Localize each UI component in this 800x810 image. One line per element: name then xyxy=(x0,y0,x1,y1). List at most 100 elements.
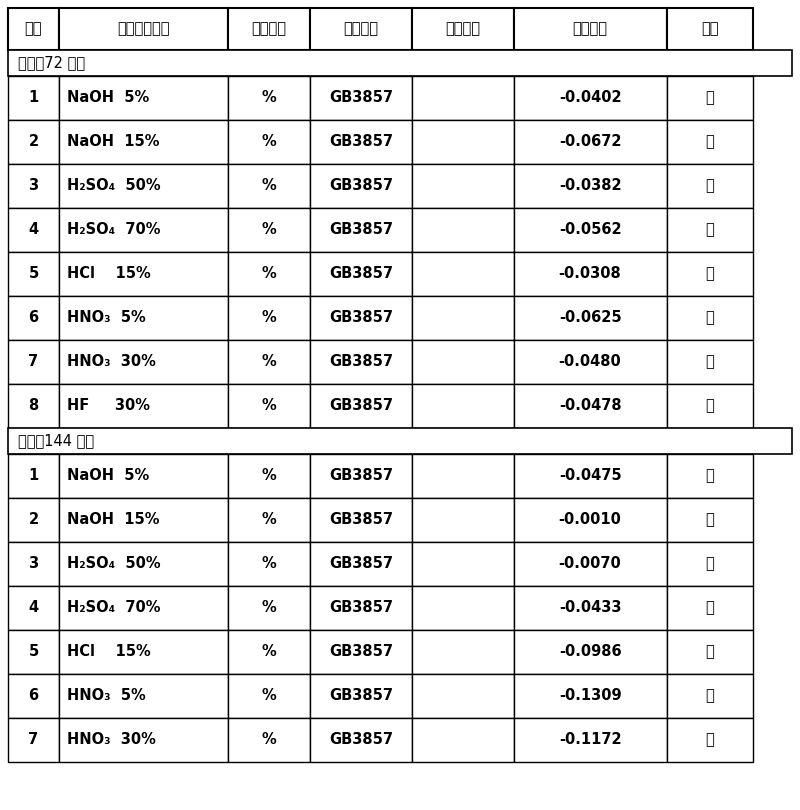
Bar xyxy=(412,498,514,542)
Text: GB3857: GB3857 xyxy=(329,556,393,572)
Bar xyxy=(412,340,514,384)
Text: 優: 優 xyxy=(706,556,714,572)
Text: %: % xyxy=(262,399,276,413)
Bar xyxy=(59,8,227,50)
Bar xyxy=(666,718,753,762)
Text: 结果: 结果 xyxy=(701,22,718,36)
Bar xyxy=(310,8,412,50)
Bar xyxy=(59,296,227,340)
Bar xyxy=(59,120,227,164)
Text: -0.0382: -0.0382 xyxy=(559,178,622,194)
Bar xyxy=(514,208,666,252)
Text: 優: 優 xyxy=(706,134,714,150)
Text: 優: 優 xyxy=(706,266,714,282)
Text: GB3857: GB3857 xyxy=(329,513,393,527)
Bar xyxy=(514,718,666,762)
Bar xyxy=(227,208,310,252)
Bar xyxy=(227,296,310,340)
Bar xyxy=(8,674,59,718)
Bar xyxy=(227,252,310,296)
Bar xyxy=(8,498,59,542)
Text: 優: 優 xyxy=(706,645,714,659)
Bar xyxy=(666,8,753,50)
Bar xyxy=(666,296,753,340)
Bar xyxy=(59,252,227,296)
Bar xyxy=(227,718,310,762)
Text: 1: 1 xyxy=(28,468,38,484)
Bar xyxy=(310,586,412,630)
Bar xyxy=(310,674,412,718)
Text: %: % xyxy=(262,732,276,748)
Bar xyxy=(227,164,310,208)
Text: -0.0562: -0.0562 xyxy=(559,223,622,237)
Bar xyxy=(8,542,59,586)
Bar xyxy=(412,252,514,296)
Bar xyxy=(227,120,310,164)
Bar xyxy=(227,630,310,674)
Bar xyxy=(59,208,227,252)
Bar xyxy=(310,164,412,208)
Bar xyxy=(8,384,59,428)
Text: HNO₃  30%: HNO₃ 30% xyxy=(67,355,156,369)
Bar xyxy=(310,454,412,498)
Text: -0.0480: -0.0480 xyxy=(558,355,622,369)
Text: 7: 7 xyxy=(29,355,38,369)
Bar xyxy=(59,498,227,542)
Bar xyxy=(666,164,753,208)
Text: 7: 7 xyxy=(29,732,38,748)
Text: NaOH  5%: NaOH 5% xyxy=(67,468,150,484)
Text: H₂SO₄  70%: H₂SO₄ 70% xyxy=(67,223,161,237)
Text: %: % xyxy=(262,468,276,484)
Text: 计量单位: 计量单位 xyxy=(251,22,286,36)
Text: 優: 優 xyxy=(706,223,714,237)
Text: 1: 1 xyxy=(28,91,38,105)
Text: HCl    15%: HCl 15% xyxy=(67,645,150,659)
Text: 優: 優 xyxy=(706,91,714,105)
Bar xyxy=(666,630,753,674)
Text: HF     30%: HF 30% xyxy=(67,399,150,413)
Bar xyxy=(227,542,310,586)
Bar xyxy=(8,76,59,120)
Text: NaOH  15%: NaOH 15% xyxy=(67,134,159,150)
Bar xyxy=(514,296,666,340)
Bar xyxy=(412,674,514,718)
Bar xyxy=(310,252,412,296)
Bar xyxy=(8,630,59,674)
Text: GB3857: GB3857 xyxy=(329,266,393,282)
Text: %: % xyxy=(262,178,276,194)
Text: -0.0070: -0.0070 xyxy=(558,556,622,572)
Text: GB3857: GB3857 xyxy=(329,310,393,326)
Bar xyxy=(412,164,514,208)
Text: 3: 3 xyxy=(29,556,38,572)
Text: 测试数据: 测试数据 xyxy=(573,22,608,36)
Bar xyxy=(666,674,753,718)
Text: 2: 2 xyxy=(29,134,38,150)
Text: 8: 8 xyxy=(28,399,38,413)
Bar xyxy=(8,252,59,296)
Bar xyxy=(412,718,514,762)
Text: 優: 優 xyxy=(706,178,714,194)
Text: 序号: 序号 xyxy=(25,22,42,36)
Bar xyxy=(666,208,753,252)
Text: -0.0986: -0.0986 xyxy=(559,645,622,659)
Text: -0.0010: -0.0010 xyxy=(558,513,622,527)
Bar xyxy=(59,718,227,762)
Bar xyxy=(8,8,59,50)
Bar xyxy=(514,120,666,164)
Bar xyxy=(8,120,59,164)
Text: H₂SO₄  50%: H₂SO₄ 50% xyxy=(67,556,161,572)
Bar xyxy=(514,252,666,296)
Bar xyxy=(8,164,59,208)
Bar xyxy=(412,384,514,428)
Text: %: % xyxy=(262,266,276,282)
Bar xyxy=(310,542,412,586)
Text: %: % xyxy=(262,600,276,616)
Bar xyxy=(514,340,666,384)
Bar xyxy=(310,120,412,164)
Text: GB3857: GB3857 xyxy=(329,399,393,413)
Text: 6: 6 xyxy=(29,688,38,704)
Text: GB3857: GB3857 xyxy=(329,134,393,150)
Text: 室温、72 小时: 室温、72 小时 xyxy=(18,56,85,70)
Text: 5: 5 xyxy=(28,645,38,659)
Text: 试验方法: 试验方法 xyxy=(343,22,378,36)
